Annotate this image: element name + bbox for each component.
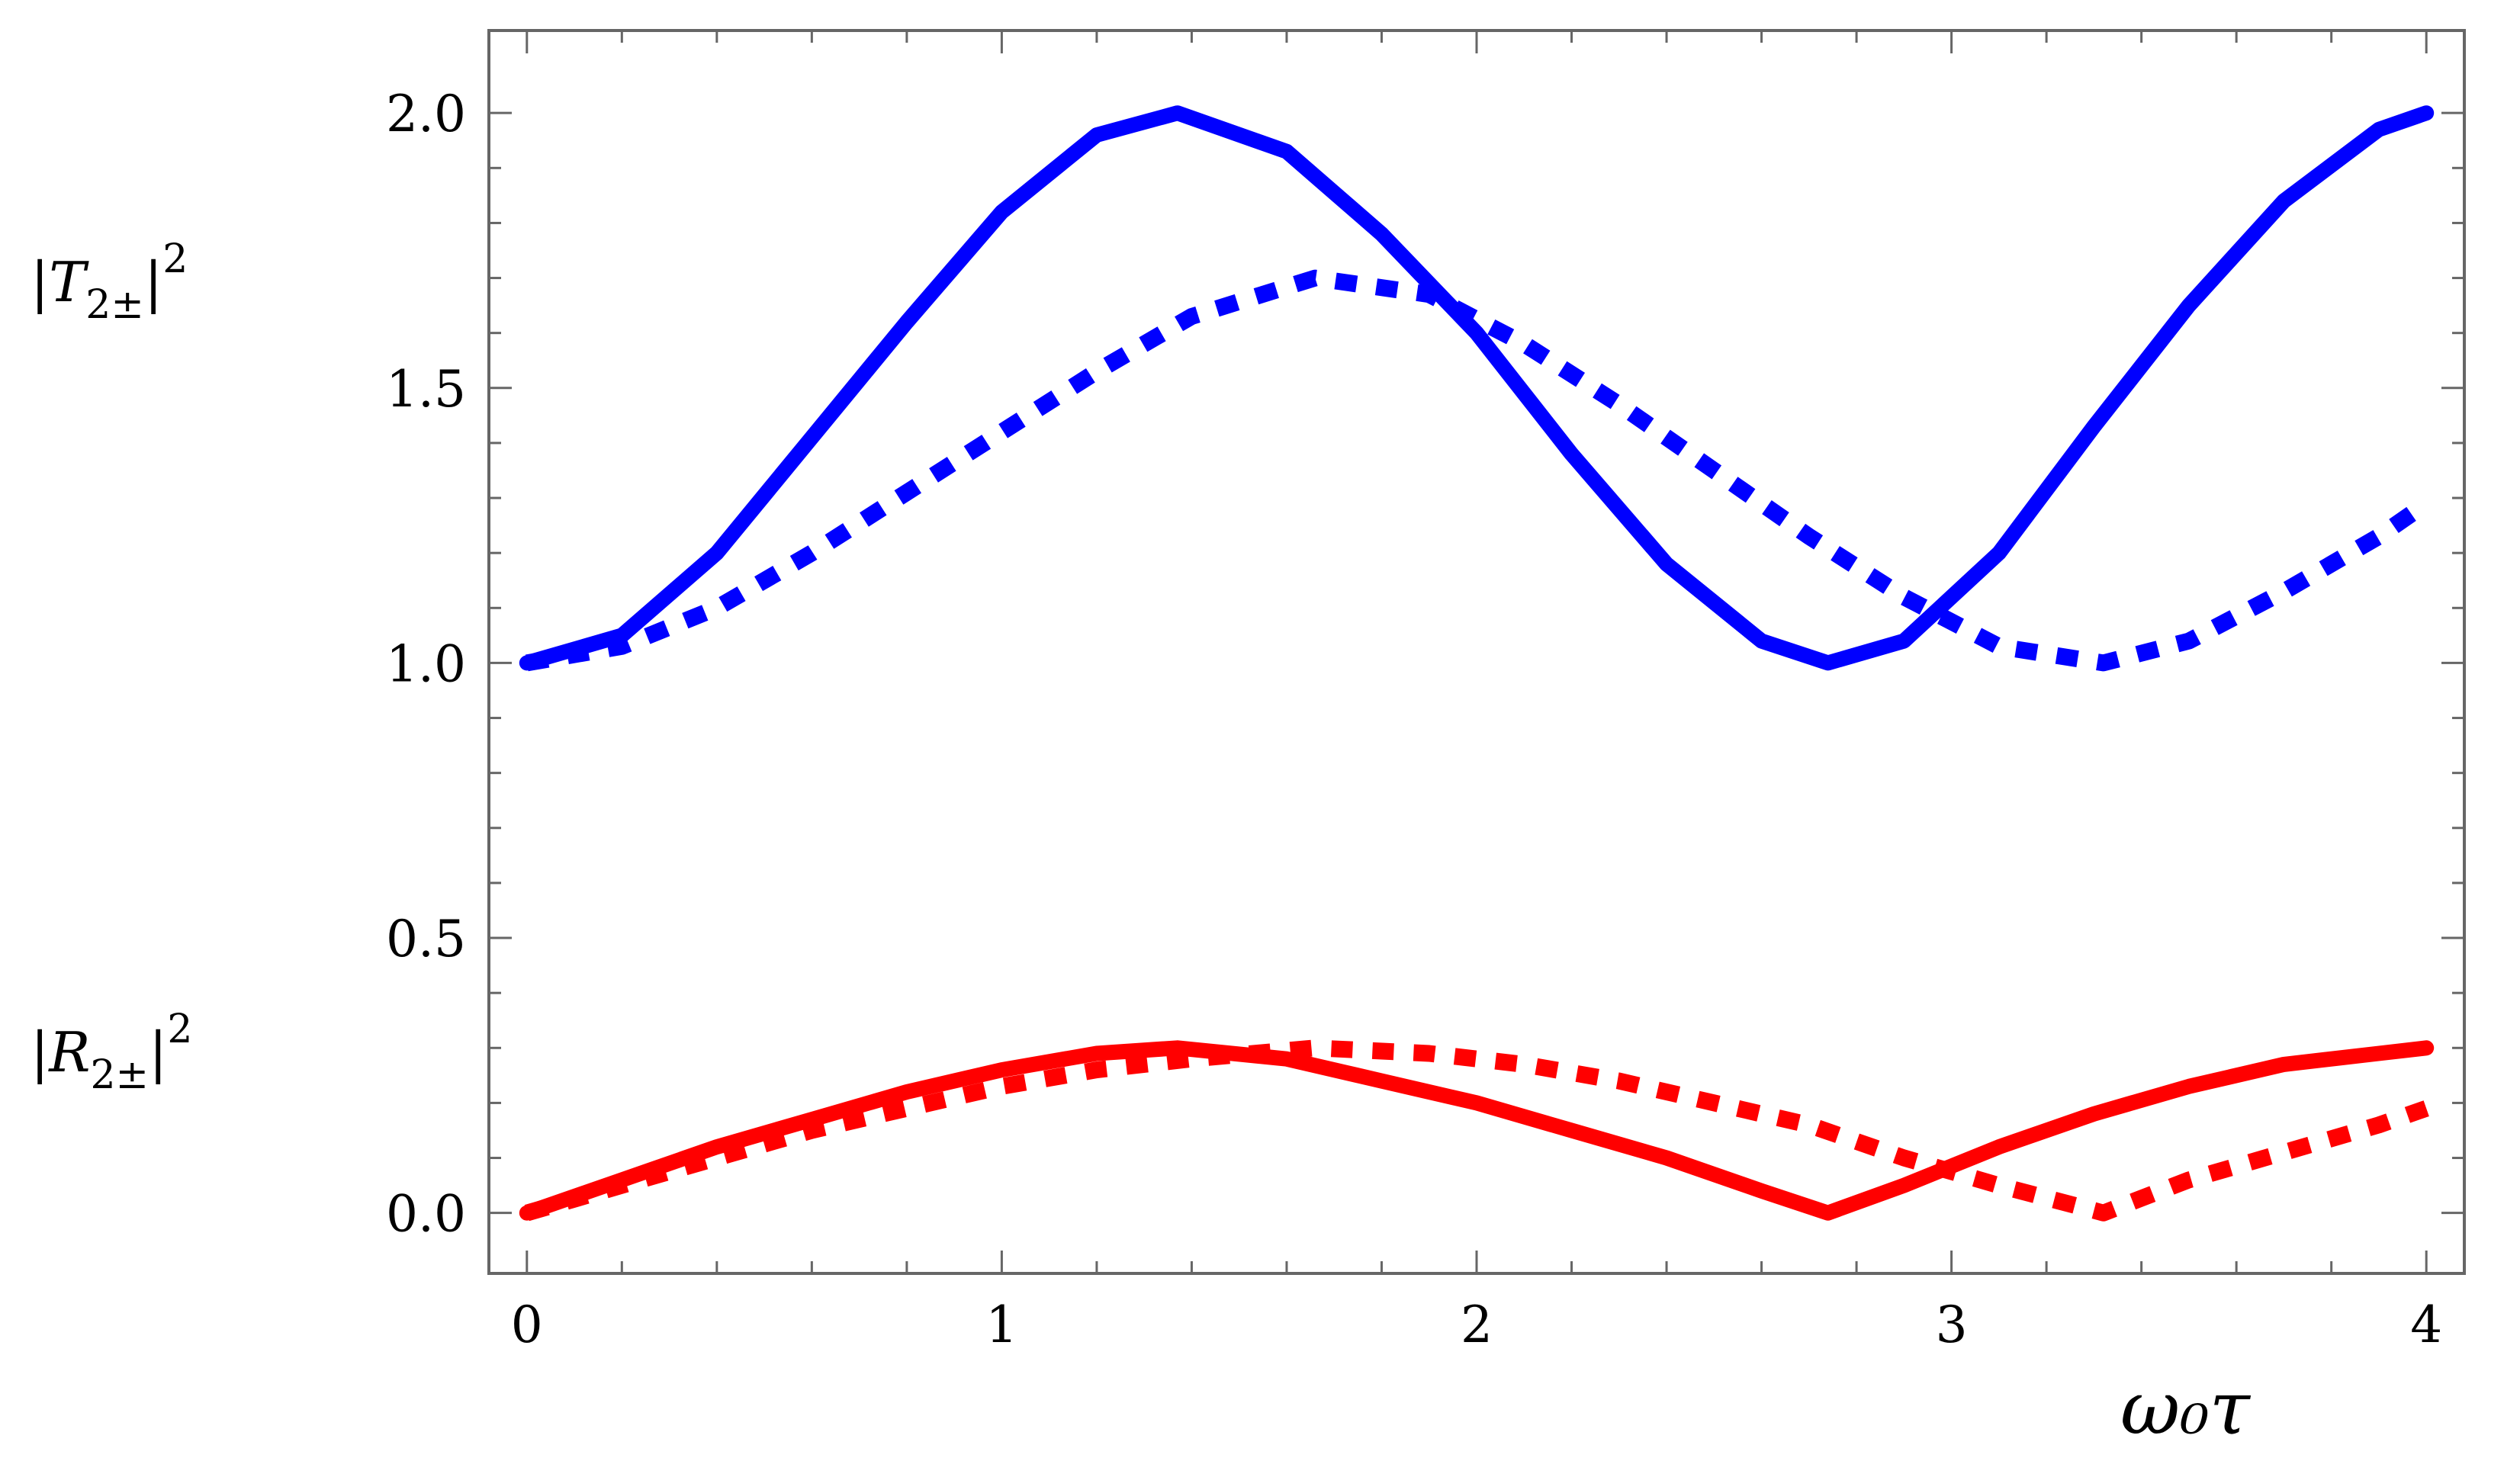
- y-tick-label: 0.5: [386, 910, 466, 968]
- series-line-3-solid: [519, 1040, 2435, 1221]
- series-layer: [519, 105, 2435, 1222]
- y-tick-label: 2.0: [386, 85, 466, 143]
- y-tick-labels: 0.0 0.5 1.0 1.5 2.0: [386, 85, 466, 1243]
- x-tick-label: 0: [511, 1296, 543, 1354]
- x-tick-label: 3: [1936, 1296, 1968, 1354]
- x-axis-label: ω₀τ: [2120, 1366, 2252, 1451]
- series-label-r-close: |: [149, 1020, 167, 1084]
- series-label-r: |R2±|2: [31, 1007, 192, 1098]
- x-tick-labels: 0 1 2 3 4: [511, 1296, 2442, 1354]
- y-tick-label: 0.0: [386, 1185, 466, 1244]
- series-label-t-sup: 2: [162, 236, 188, 282]
- series-line-2-dotted: [525, 269, 2432, 672]
- axis-ticks: [489, 31, 2464, 1273]
- series-label-r-sub: 2±: [90, 1052, 149, 1098]
- series-label-r-base: |R: [31, 1020, 90, 1084]
- x-tick-label: 1: [985, 1296, 1017, 1354]
- series-label-r-sup: 2: [167, 1007, 192, 1052]
- x-tick-label: 4: [2410, 1296, 2442, 1354]
- y-tick-label: 1.5: [386, 360, 466, 419]
- series-label-t-sub: 2±: [85, 282, 144, 328]
- series-label-t-base: |T: [31, 250, 89, 314]
- series-label-t-close: |: [144, 250, 162, 314]
- series-line-1-solid: [519, 105, 2435, 671]
- x-tick-label: 2: [1461, 1296, 1493, 1354]
- series-label-t: |T2±|2: [31, 236, 188, 328]
- series-line-4-dotted: [524, 1039, 2429, 1222]
- y-tick-label: 1.0: [386, 634, 466, 693]
